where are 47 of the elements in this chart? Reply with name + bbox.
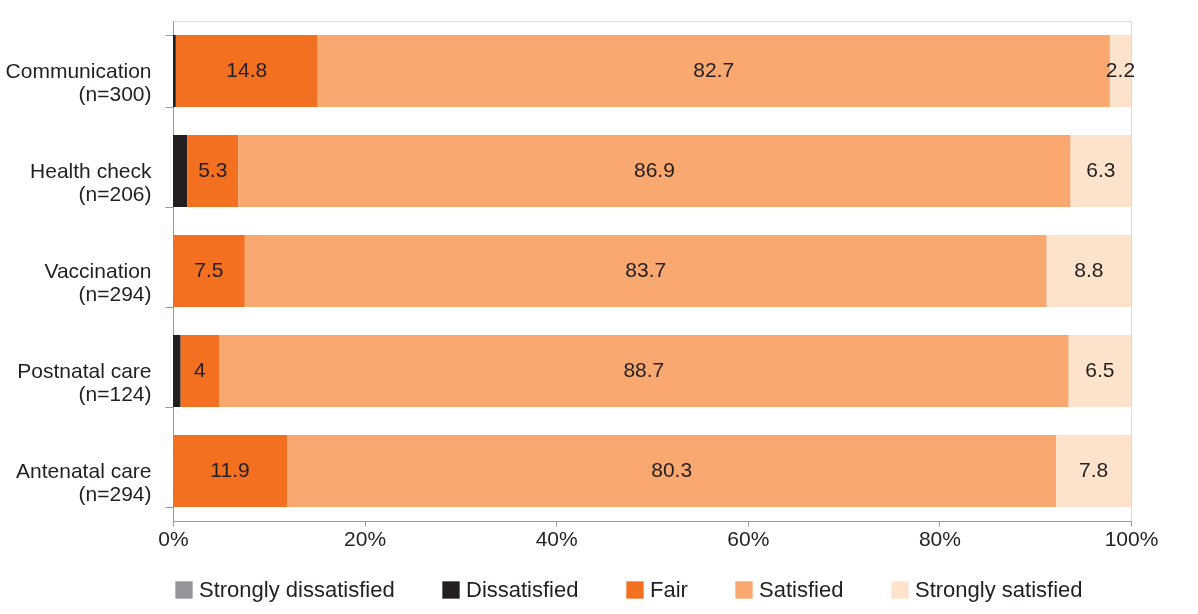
data-label: 80.3 xyxy=(651,458,693,481)
bar xyxy=(1068,335,1131,407)
y-tick-label: Health check (n=206) xyxy=(30,158,152,205)
data-label: 14.8 xyxy=(226,58,268,81)
x-tick-label: 40% xyxy=(535,526,578,550)
bar xyxy=(218,335,1069,407)
data-label: 88.7 xyxy=(623,358,665,381)
bar xyxy=(287,435,1057,507)
data-label: 86.9 xyxy=(633,158,675,181)
x-tick-label: 0% xyxy=(158,526,189,550)
data-label: 6.3 xyxy=(1086,158,1116,181)
legend-label: Satisfied xyxy=(759,577,844,602)
data-label: 2.2 xyxy=(1105,58,1136,81)
bar xyxy=(175,35,318,107)
bar xyxy=(180,335,219,407)
legend-label: Strongly dissatisfied xyxy=(199,577,395,602)
bar xyxy=(244,235,1047,307)
bar xyxy=(1046,235,1131,307)
bar xyxy=(173,235,245,307)
bar xyxy=(1070,135,1131,207)
x-tick-label: 60% xyxy=(727,526,770,550)
y-tick-label: Communication (n=300) xyxy=(5,58,152,105)
data-label: 5.3 xyxy=(198,158,228,181)
data-label: 82.7 xyxy=(693,58,735,81)
bar xyxy=(1056,435,1131,507)
data-label: 83.7 xyxy=(625,258,667,281)
data-label: 4 xyxy=(193,358,206,381)
y-tick-label: Antenatal care (n=294) xyxy=(16,458,152,505)
legend-label: Fair xyxy=(650,577,688,602)
x-tick-label: 80% xyxy=(918,526,961,550)
x-tick-label: 100% xyxy=(1104,526,1159,550)
bar xyxy=(173,135,188,207)
data-label: 11.9 xyxy=(210,458,250,481)
legend-label: Dissatisfied xyxy=(466,577,579,602)
bar xyxy=(173,335,181,407)
data-label: 7.5 xyxy=(194,258,224,281)
data-label: 8.8 xyxy=(1074,258,1104,281)
bar xyxy=(187,135,239,207)
data-label: 7.8 xyxy=(1079,458,1109,481)
y-tick-label: Vaccination (n=294) xyxy=(44,258,152,305)
data-label: 6.5 xyxy=(1085,358,1115,381)
x-tick-label: 20% xyxy=(344,526,387,550)
bar xyxy=(238,135,1071,207)
y-tick-label: Postnatal care (n=124) xyxy=(17,358,152,405)
legend-label: Strongly satisfied xyxy=(915,577,1083,602)
bar xyxy=(173,35,176,107)
bar xyxy=(173,435,287,507)
